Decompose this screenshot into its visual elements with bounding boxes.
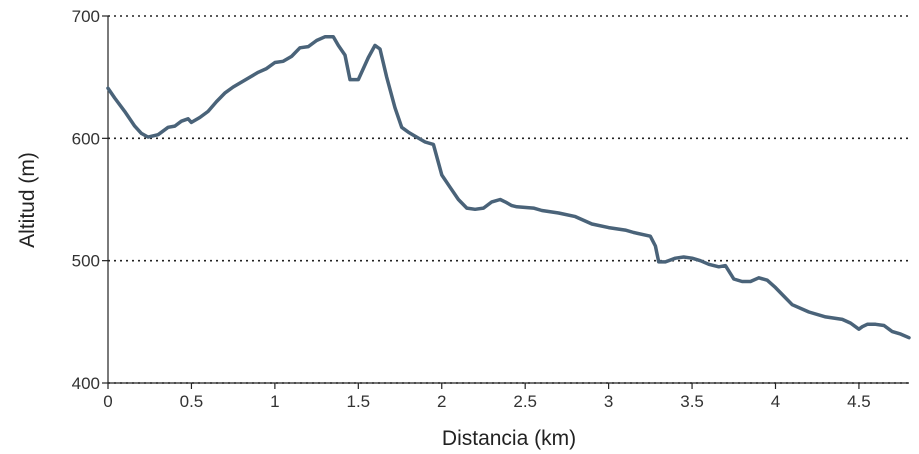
x-tick-label-2.5: 2.5: [513, 392, 537, 411]
x-tick-label-3: 3: [604, 392, 613, 411]
y-tick-labels: 400 500 600 700: [72, 7, 108, 393]
y-axis-title: Altitud (m): [16, 152, 39, 248]
x-tick-label-2: 2: [437, 392, 446, 411]
x-tick-label-0: 0: [103, 392, 112, 411]
y-tick-label-500: 500: [72, 252, 100, 271]
x-tick-label-4: 4: [771, 392, 780, 411]
y-tick-label-600: 600: [72, 129, 100, 148]
x-tick-label-1: 1: [270, 392, 279, 411]
x-tick-label-4.5: 4.5: [847, 392, 871, 411]
gridlines: [108, 15, 909, 384]
axes: [107, 16, 909, 384]
y-tick-label-400: 400: [72, 374, 100, 393]
x-tick-label-1.5: 1.5: [346, 392, 370, 411]
x-axis-title: Distancia (km): [442, 427, 576, 450]
x-tick-labels: 0 0.5 1 1.5 2 2.5 3 3.5 4 4.5: [103, 383, 871, 411]
x-tick-label-0.5: 0.5: [180, 392, 204, 411]
y-tick-label-700: 700: [72, 7, 100, 26]
elevation-line: [106, 35, 911, 340]
x-tick-label-3.5: 3.5: [680, 392, 704, 411]
